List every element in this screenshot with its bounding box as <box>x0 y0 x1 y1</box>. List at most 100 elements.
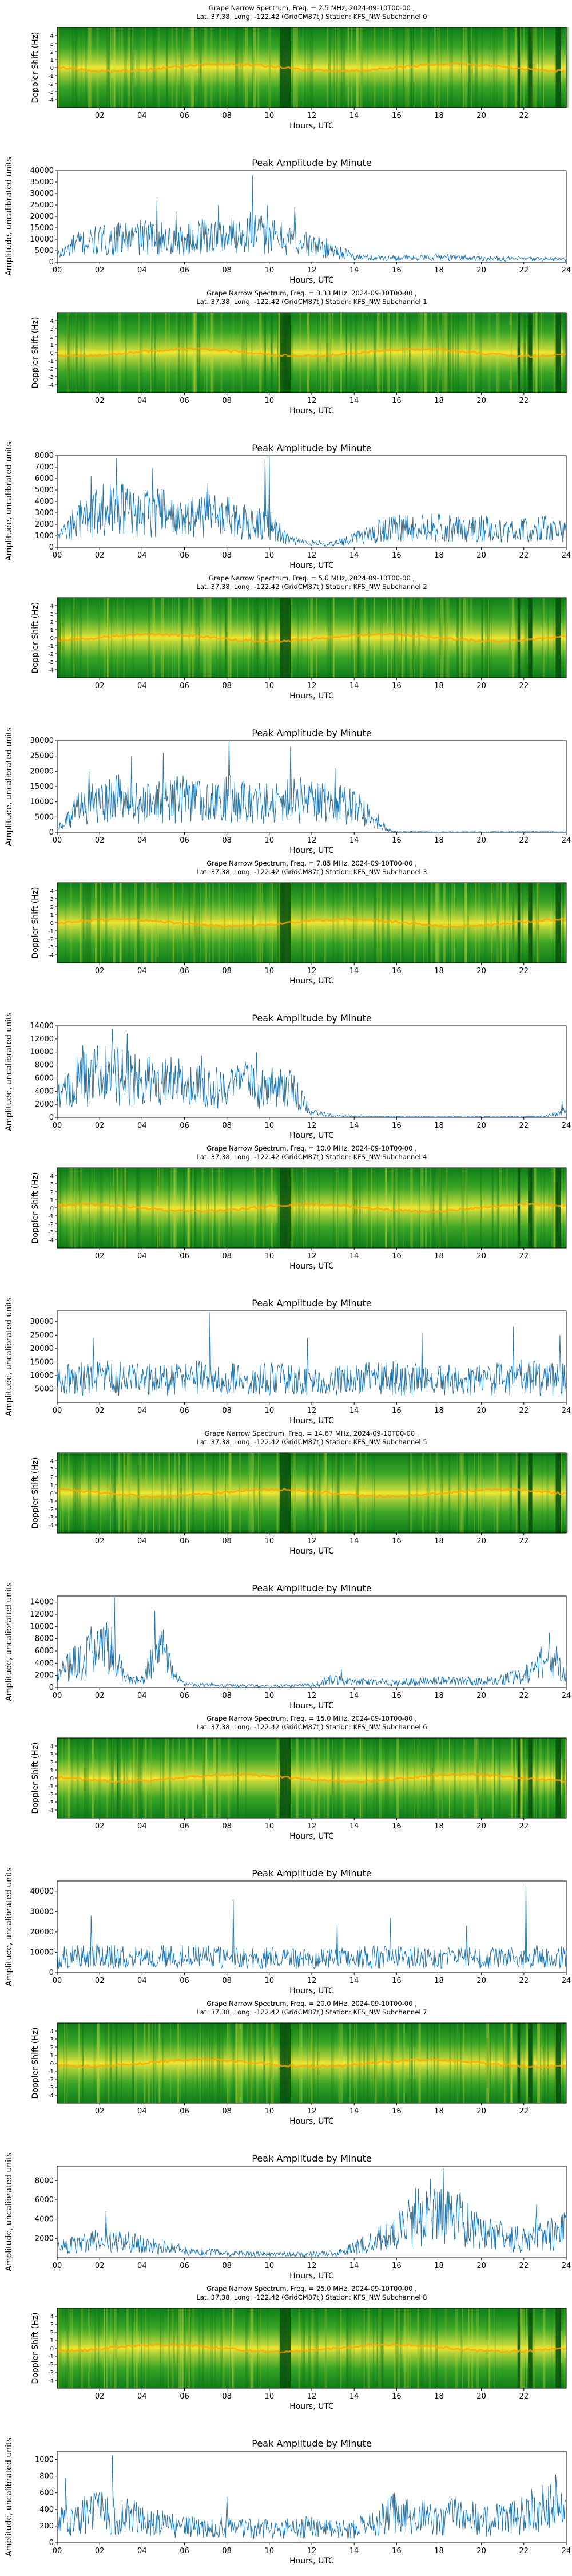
spectrogram-texture <box>563 1738 565 1818</box>
amplitude-x-tick-label: 12 <box>307 2262 317 2270</box>
amplitude-title: Peak Amplitude by Minute <box>252 1298 372 1309</box>
spectrogram-texture <box>444 2308 446 2388</box>
spectrogram-texture <box>183 313 185 393</box>
spectrogram-texture <box>418 1168 420 1248</box>
spectrogram-texture <box>256 883 259 963</box>
spectrogram-texture <box>547 2023 549 2103</box>
amplitude-x-tick-label: 24 <box>562 1977 571 1985</box>
spectrogram-texture <box>497 1738 499 1818</box>
amplitude-x-tick-label: 24 <box>562 836 571 845</box>
spectrogram-texture <box>97 2023 99 2103</box>
spectrogram-texture <box>137 1453 140 1533</box>
amplitude-x-tick-label: 00 <box>53 551 62 560</box>
spectrogram-dropout <box>287 598 291 678</box>
spectrogram-texture <box>434 2023 435 2103</box>
spectrogram-texture <box>178 598 180 678</box>
spectrogram-texture <box>230 1168 232 1248</box>
spectrogram-texture <box>443 313 446 393</box>
spectrogram-texture <box>420 313 424 393</box>
spectrogram-texture <box>305 1168 307 1248</box>
spectrogram-texture <box>98 2023 100 2103</box>
spectrogram-y-tick-label: 4 <box>50 888 54 895</box>
spectrogram-texture <box>278 313 279 393</box>
spectrogram-texture <box>499 1738 501 1818</box>
spectrogram-texture <box>373 1738 375 1818</box>
spectrogram-texture <box>458 1453 459 1533</box>
spectrogram-texture <box>168 883 169 963</box>
spectrogram-dropout <box>287 2308 291 2388</box>
spectrogram-texture <box>151 1168 154 1248</box>
spectrogram-texture <box>304 27 306 108</box>
spectrogram-texture <box>328 27 331 108</box>
spectrogram-y-tick-label: 1 <box>50 2053 54 2059</box>
spectrogram-texture <box>534 27 537 108</box>
amplitude-y-tick-label: 10000 <box>30 235 54 244</box>
spectrogram-texture <box>374 883 376 963</box>
amplitude-x-tick-label: 08 <box>222 2262 232 2270</box>
doppler-trace <box>57 1772 567 1784</box>
panel-pair-0: Grape Narrow Spectrum, Freq. = 2.5 MHz, … <box>5 4 571 285</box>
spectrogram-texture <box>128 883 130 963</box>
spectrogram-texture <box>343 1738 345 1818</box>
spectrogram-texture <box>70 1168 73 1248</box>
spectrogram-texture <box>81 2308 83 2388</box>
spectrogram-y-tick-label: 4 <box>50 1744 54 1750</box>
spectrogram-texture <box>343 27 345 108</box>
spectrogram-texture <box>252 883 254 963</box>
spectrogram-texture <box>565 1453 569 1533</box>
amplitude-ylabel: Amplitude, uncalibrated units <box>5 727 14 846</box>
spectrogram-texture <box>333 27 334 108</box>
spectrogram-texture <box>307 598 308 678</box>
spectrogram-texture <box>188 27 190 108</box>
spectrogram-x-tick-label: 14 <box>349 397 359 405</box>
spectrogram-texture <box>251 1453 254 1533</box>
spectrogram-x-tick-label: 02 <box>95 112 105 120</box>
spectrogram-texture <box>476 1738 478 1818</box>
spectrogram-texture <box>328 598 331 678</box>
spectrogram-texture <box>517 1453 518 1533</box>
spectrogram-texture <box>78 2023 80 2103</box>
spectrogram-texture <box>113 1168 114 1248</box>
amplitude-x-tick-label: 14 <box>349 836 359 845</box>
spectrogram-y-tick-label: -3 <box>48 2370 54 2376</box>
spectrogram-dropout <box>280 1453 288 1533</box>
spectrogram-texture <box>110 2308 112 2388</box>
spectrogram-texture <box>191 27 194 108</box>
spectrogram-texture <box>435 2308 438 2388</box>
spectrogram-texture <box>475 883 477 963</box>
amplitude-xlabel: Hours, UTC <box>289 2557 334 2566</box>
spectrogram-texture <box>403 1168 404 1248</box>
spectrogram-texture <box>407 27 410 108</box>
spectrogram-texture <box>101 1168 104 1248</box>
spectrogram-texture <box>452 883 454 963</box>
spectrogram-texture <box>278 1168 281 1248</box>
spectrogram-y-tick-label: -4 <box>48 1808 54 1814</box>
amplitude-y-tick-label: 0 <box>49 543 54 552</box>
amplitude-x-tick-label: 20 <box>476 2547 486 2555</box>
amplitude-y-tick-label: 6000 <box>35 1074 54 1082</box>
spectrogram-texture <box>397 2023 399 2103</box>
spectrogram-y-tick-label: -1 <box>48 1214 54 1220</box>
spectrogram-texture <box>114 2023 118 2103</box>
amplitude-y-tick-label: 20000 <box>30 1345 54 1353</box>
amplitude-x-tick-label: 24 <box>562 266 571 275</box>
spectrogram-texture <box>122 598 124 678</box>
spectrogram-texture <box>133 27 135 108</box>
amplitude-x-tick-label: 20 <box>476 1121 486 1130</box>
spectrogram-texture <box>293 1453 296 1533</box>
spectrogram-texture <box>428 883 431 963</box>
spectrogram-texture <box>137 1738 139 1818</box>
spectrogram-dropout <box>528 313 533 393</box>
spectrogram-title-line1: Grape Narrow Spectrum, Freq. = 7.85 MHz,… <box>206 859 417 867</box>
spectrogram-texture <box>107 27 109 108</box>
spectrogram-texture <box>130 1453 132 1533</box>
spectrogram-x-tick-label: 22 <box>519 1252 529 1261</box>
spectrogram-x-tick-label: 10 <box>265 112 275 120</box>
spectrogram-texture <box>422 313 423 393</box>
spectrogram-texture <box>332 313 334 393</box>
amplitude-y-tick-label: 8000 <box>35 452 54 460</box>
spectrogram-texture <box>276 1453 279 1533</box>
spectrogram-texture <box>110 27 113 108</box>
spectrogram-texture <box>192 2308 194 2388</box>
spectrogram-texture <box>395 1168 398 1248</box>
